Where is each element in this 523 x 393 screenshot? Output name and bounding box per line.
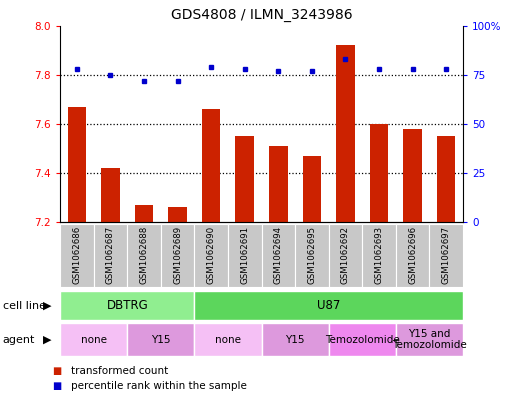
Bar xyxy=(370,124,388,222)
Bar xyxy=(127,224,161,287)
Bar xyxy=(336,45,355,222)
Bar xyxy=(328,323,396,356)
Bar xyxy=(303,156,321,222)
Bar xyxy=(429,224,463,287)
Text: GSM1062696: GSM1062696 xyxy=(408,226,417,284)
Title: GDS4808 / ILMN_3243986: GDS4808 / ILMN_3243986 xyxy=(170,8,353,22)
Text: ▶: ▶ xyxy=(43,301,51,310)
Bar xyxy=(67,107,86,222)
Text: GSM1062692: GSM1062692 xyxy=(341,226,350,284)
Text: GSM1062687: GSM1062687 xyxy=(106,226,115,284)
Bar xyxy=(269,146,288,222)
Bar xyxy=(195,291,463,320)
Bar xyxy=(228,224,262,287)
Bar xyxy=(437,136,456,222)
Text: ■: ■ xyxy=(52,381,62,391)
Bar xyxy=(195,323,262,356)
Bar xyxy=(403,129,422,222)
Text: Y15: Y15 xyxy=(151,334,170,345)
Bar xyxy=(396,224,429,287)
Text: Y15 and
Temozolomide: Y15 and Temozolomide xyxy=(392,329,467,350)
Bar xyxy=(168,208,187,222)
Text: GSM1062697: GSM1062697 xyxy=(441,226,451,284)
Text: none: none xyxy=(81,334,107,345)
Text: ▶: ▶ xyxy=(43,334,51,345)
Bar xyxy=(101,168,120,222)
Text: cell line: cell line xyxy=(3,301,46,310)
Bar xyxy=(60,291,195,320)
Text: GSM1062695: GSM1062695 xyxy=(308,226,316,284)
Bar xyxy=(262,224,295,287)
Bar xyxy=(161,224,195,287)
Bar xyxy=(235,136,254,222)
Text: Temozolomide: Temozolomide xyxy=(325,334,400,345)
Text: GSM1062694: GSM1062694 xyxy=(274,226,283,284)
Bar xyxy=(202,109,220,222)
Bar xyxy=(127,323,195,356)
Text: GSM1062693: GSM1062693 xyxy=(374,226,383,284)
Text: none: none xyxy=(215,334,241,345)
Bar xyxy=(94,224,127,287)
Bar xyxy=(195,224,228,287)
Text: GSM1062686: GSM1062686 xyxy=(72,226,82,284)
Bar xyxy=(262,323,328,356)
Bar xyxy=(396,323,463,356)
Text: GSM1062690: GSM1062690 xyxy=(207,226,215,284)
Bar xyxy=(362,224,396,287)
Text: transformed count: transformed count xyxy=(71,366,168,376)
Bar xyxy=(328,224,362,287)
Bar xyxy=(60,323,127,356)
Text: percentile rank within the sample: percentile rank within the sample xyxy=(71,381,246,391)
Text: Y15: Y15 xyxy=(286,334,305,345)
Bar xyxy=(60,224,94,287)
Text: GSM1062691: GSM1062691 xyxy=(240,226,249,284)
Text: DBTRG: DBTRG xyxy=(106,299,148,312)
Text: ■: ■ xyxy=(52,366,62,376)
Text: U87: U87 xyxy=(317,299,340,312)
Bar xyxy=(135,205,153,222)
Text: agent: agent xyxy=(3,334,35,345)
Text: GSM1062689: GSM1062689 xyxy=(173,226,182,284)
Bar xyxy=(295,224,328,287)
Text: GSM1062688: GSM1062688 xyxy=(140,226,149,284)
